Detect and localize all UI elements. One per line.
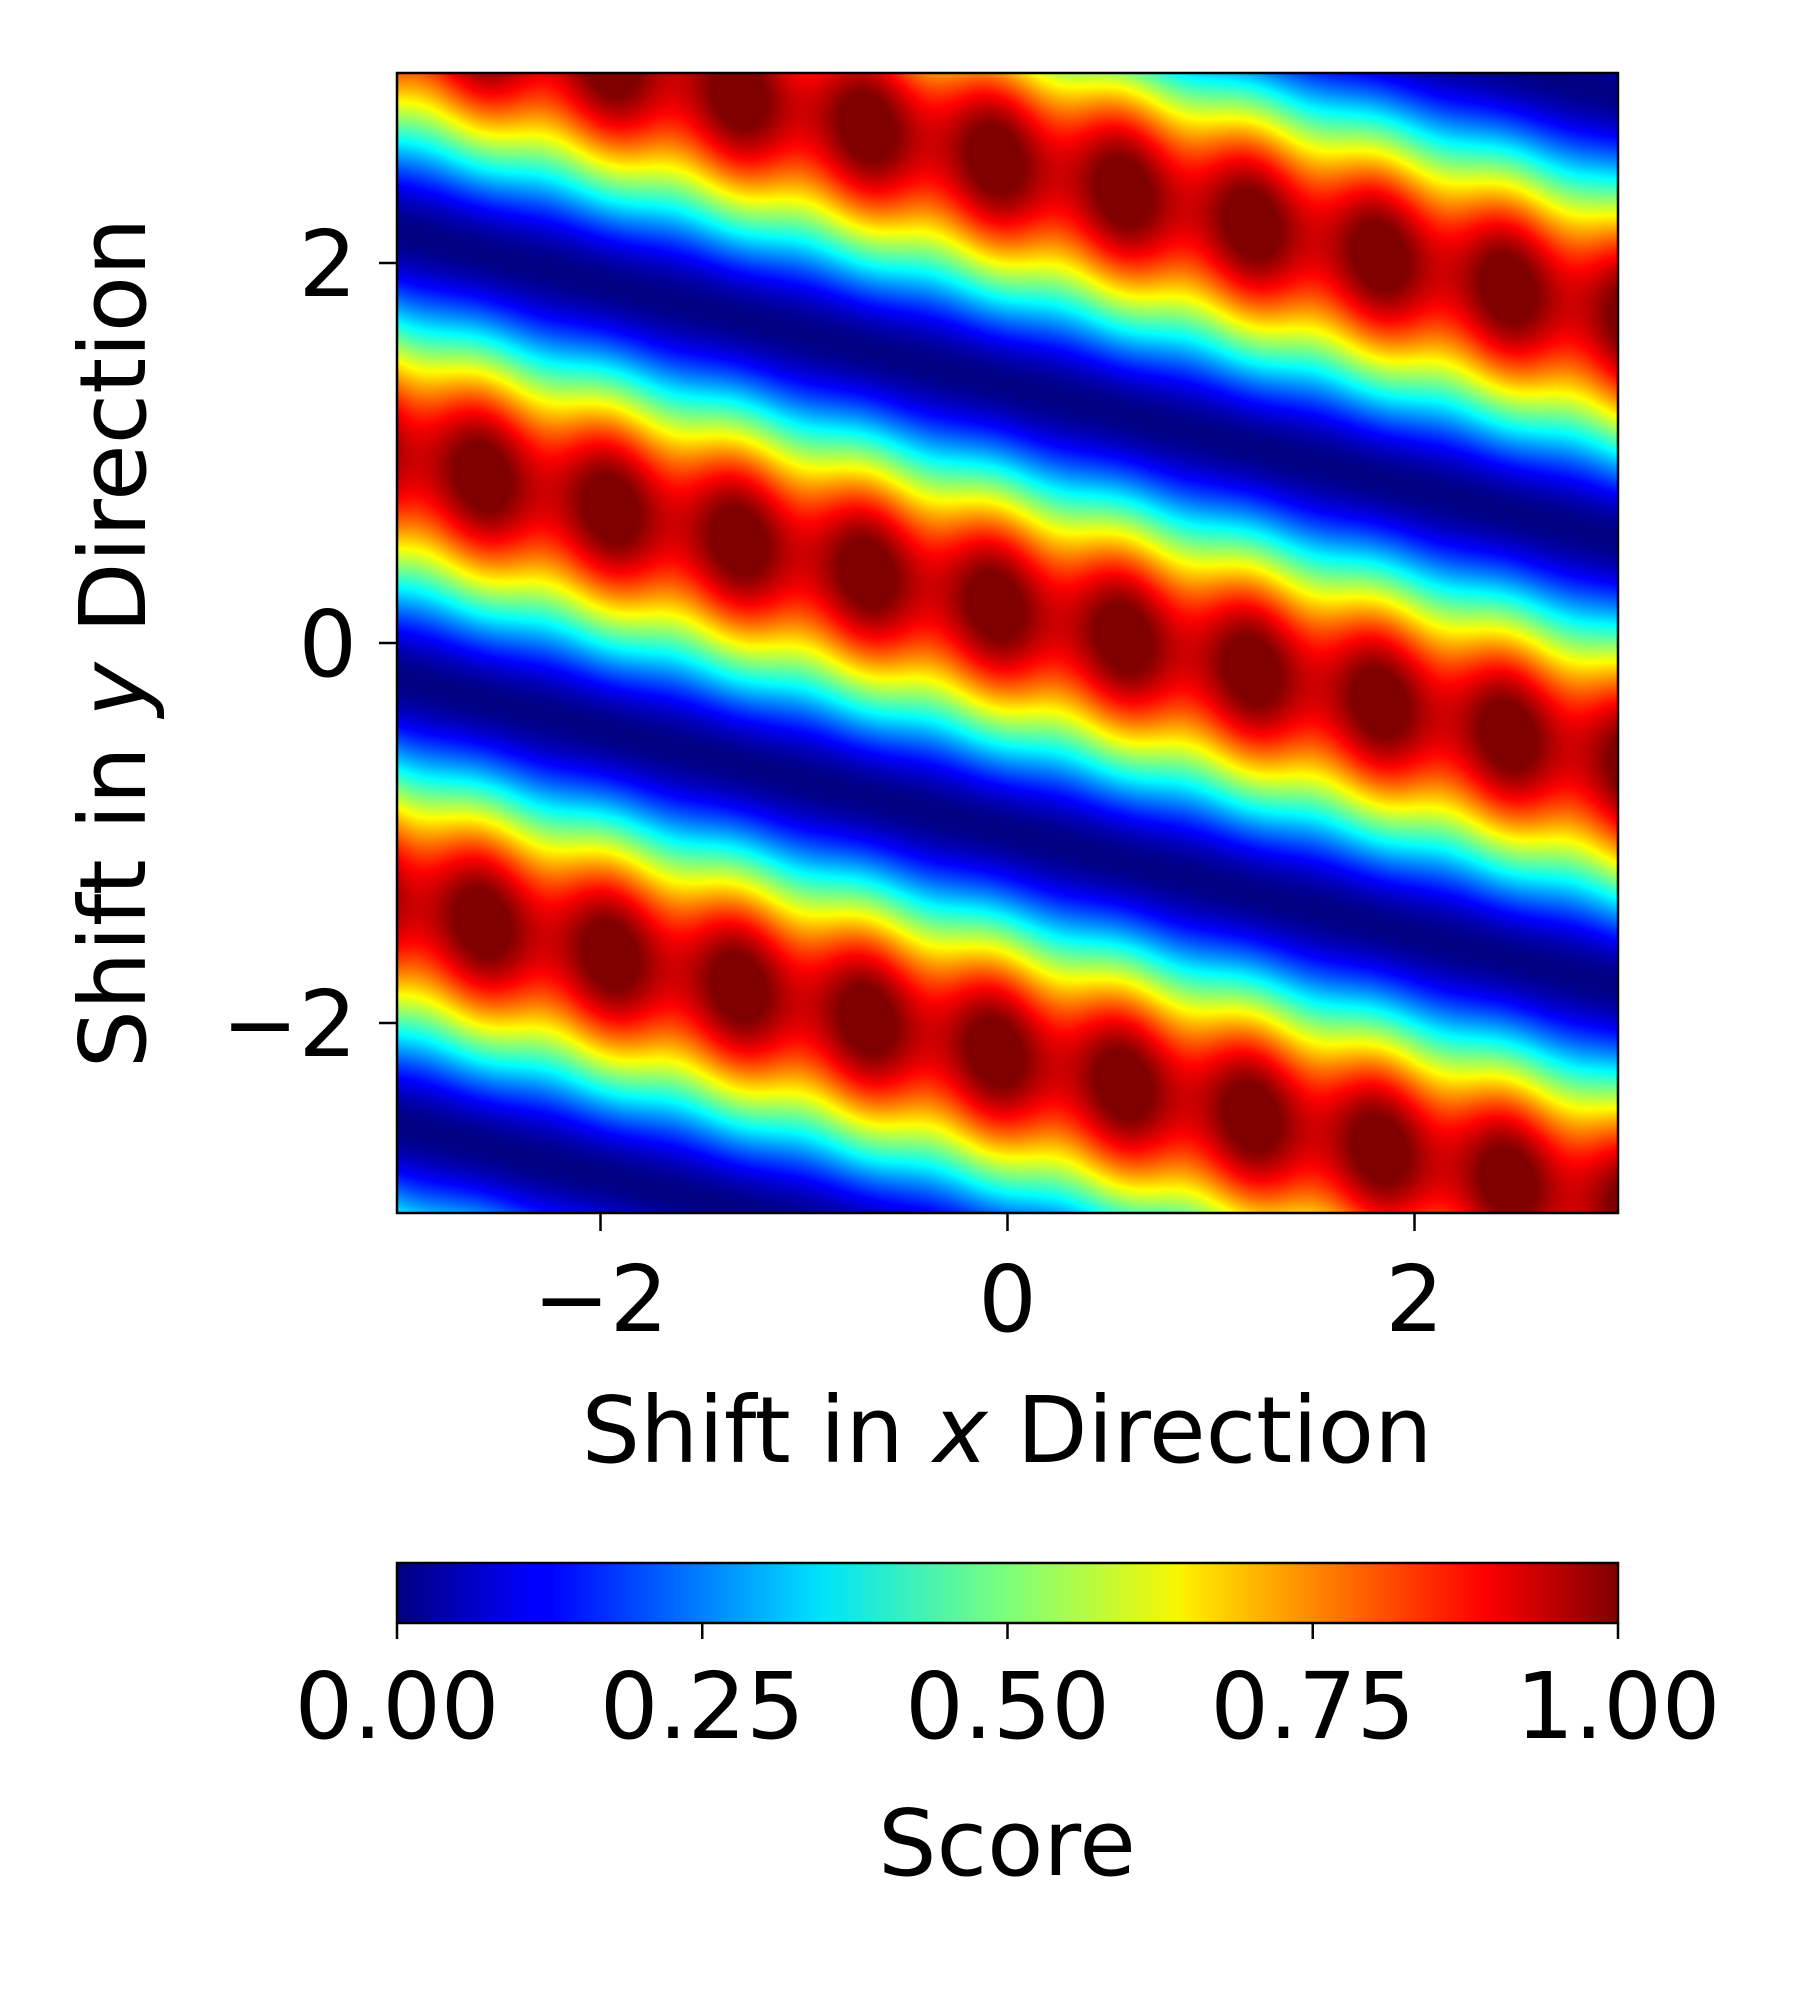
x-tick-label: 0	[978, 1246, 1037, 1353]
colorbar-tick-label: 1.00	[1516, 1653, 1721, 1760]
colorbar-tick-label: 0.75	[1210, 1653, 1415, 1760]
x-axis-label-var: x	[930, 1377, 989, 1484]
plot-frame	[395, 71, 1620, 1215]
colorbar-tick-label: 0.50	[905, 1653, 1110, 1760]
y-axis-label-var: y	[60, 661, 167, 720]
heatmap-image	[397, 73, 1618, 1213]
x-tick-label: −2	[533, 1246, 669, 1353]
y-tick-label: 2	[298, 211, 357, 318]
y-tick-label: 0	[298, 591, 357, 698]
colorbar-label: Score	[878, 1790, 1136, 1897]
x-tick-label: 2	[1385, 1246, 1444, 1353]
colorbar-tick-label: 0.25	[600, 1653, 805, 1760]
y-tick-label: −2	[221, 971, 357, 1078]
y-axis-label-suffix: Direction	[60, 218, 167, 663]
x-axis-label-suffix: Direction	[988, 1377, 1433, 1484]
x-axis-label: Shift in x Direction	[582, 1377, 1433, 1484]
colorbar-tick-label: 0.00	[295, 1653, 500, 1760]
y-axis-label-prefix: Shift in	[60, 717, 167, 1068]
x-axis-ticks: −2 0 2	[533, 1213, 1444, 1353]
y-axis-ticks: −2 0 2	[221, 211, 397, 1078]
colorbar-ticks: 0.00 0.25 0.50 0.75 1.00	[295, 1623, 1721, 1760]
colorbar	[395, 1561, 1620, 1625]
y-axis-label: Shift in y Direction	[60, 218, 167, 1069]
x-axis-label-prefix: Shift in	[582, 1377, 933, 1484]
